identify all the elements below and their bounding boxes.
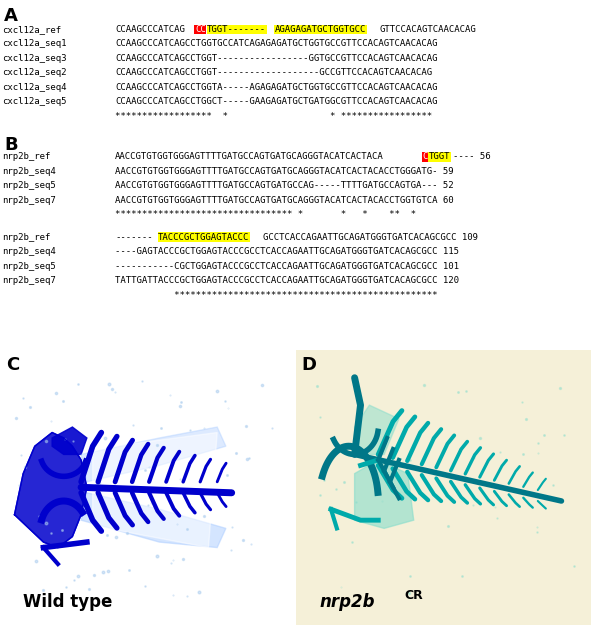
Text: nrp2b_seq4: nrp2b_seq4 [2, 167, 56, 176]
Polygon shape [355, 460, 414, 529]
Text: CCAAGCCCATCAGCCTGGT-------------------GCCGTTCCACAGTCAACACAG: CCAAGCCCATCAGCCTGGT-------------------GC… [115, 68, 432, 78]
Polygon shape [14, 433, 87, 548]
Text: TACCCGCTGGAGTACCC: TACCCGCTGGAGTACCC [158, 233, 249, 242]
Text: C: C [423, 152, 428, 161]
Text: ---- 56: ---- 56 [453, 152, 491, 161]
Text: TATTGATTACCCGCTGGAGTACCCGCCTCACCAGAATTGCAGATGGGTGATCACAGCGCC 120: TATTGATTACCCGCTGGAGTACCCGCCTCACCAGAATTGC… [115, 276, 459, 285]
Text: nrp2b_seq4: nrp2b_seq4 [2, 247, 56, 256]
Text: nrp2b_seq5: nrp2b_seq5 [2, 182, 56, 190]
Text: B: B [4, 136, 18, 154]
Text: Wild type: Wild type [23, 592, 112, 610]
Polygon shape [81, 427, 226, 482]
Text: TGGT: TGGT [428, 152, 450, 161]
Text: cxcl12a_seq4: cxcl12a_seq4 [2, 83, 67, 92]
Text: cxcl12a_seq2: cxcl12a_seq2 [2, 68, 67, 78]
Text: nrp2b: nrp2b [319, 592, 375, 610]
Text: ********************************* *       *   *    **  *: ********************************* * * * … [115, 210, 416, 219]
Text: C: C [6, 356, 19, 374]
Text: *************************************************: ****************************************… [115, 290, 437, 300]
Polygon shape [93, 433, 217, 548]
Text: ----GAGTACCCGCTGGAGTACCCGCCTCACCAGAATTGCAGATGGGTGATCACAGCGCC 115: ----GAGTACCCGCTGGAGTACCCGCCTCACCAGAATTGC… [115, 247, 459, 256]
Text: GCCTCACCAGAATTGCAGATGGGTGATCACAGCGCC 109: GCCTCACCAGAATTGCAGATGGGTGATCACAGCGCC 109 [262, 233, 478, 242]
Text: A: A [4, 7, 18, 25]
Text: TGGT-------: TGGT------- [207, 25, 267, 34]
Text: AACCGTGTGGTGGGAGTTTTGATGCCAGTGATGCAGGGTACATCACTACACCTGGGATG- 59: AACCGTGTGGTGGGAGTTTTGATGCCAGTGATGCAGGGTA… [115, 167, 454, 176]
Text: CR: CR [405, 589, 424, 603]
Text: nrp2b_seq7: nrp2b_seq7 [2, 196, 56, 205]
Text: D: D [301, 356, 316, 374]
Text: nrp2b_ref: nrp2b_ref [2, 233, 50, 242]
Text: nrp2b_seq7: nrp2b_seq7 [2, 276, 56, 285]
Text: cxcl12a_seq3: cxcl12a_seq3 [2, 54, 67, 63]
Text: CCAAGCCCATCAGCCTGGT-----------------GGTGCCGTTCCACAGTCAACACAG: CCAAGCCCATCAGCCTGGT-----------------GGTG… [115, 54, 437, 63]
Text: cxcl12a_ref: cxcl12a_ref [2, 25, 61, 34]
Text: CCAAGCCCATCAGCCTGGTGCCATCAGAGAGATGCTGGTGCCGTTCCACAGTCAACACAG: CCAAGCCCATCAGCCTGGTGCCATCAGAGAGATGCTGGTG… [115, 39, 437, 48]
Text: GTTCCACAGTCAACACAG: GTTCCACAGTCAACACAG [379, 25, 476, 34]
Text: AACCGTGTGGTGGGAGTTTTGATGCCAGTGATGCAGGGTACATCACTACACCTGGTGTCA 60: AACCGTGTGGTGGGAGTTTTGATGCCAGTGATGCAGGGTA… [115, 196, 454, 205]
Text: AGAGAGATGCTGGTGCC: AGAGAGATGCTGGTGCC [275, 25, 366, 34]
Polygon shape [52, 427, 87, 454]
Text: AACCGTGTGGTGGGAGTTTTGATGCCAGTGATGCCAG-----TTTTGATGCCAGTGA--- 52: AACCGTGTGGTGGGAGTTTTGATGCCAGTGATGCCAG---… [115, 182, 454, 190]
Text: CC: CC [195, 25, 206, 34]
Text: CCAAGCCCATCAGCCTGGCT-----GAAGAGATGCTGATGGCGTTCCACAGTCAACACAG: CCAAGCCCATCAGCCTGGCT-----GAAGAGATGCTGATG… [115, 97, 437, 106]
Text: nrp2b_ref: nrp2b_ref [2, 152, 50, 161]
Polygon shape [81, 493, 226, 548]
Text: cxcl12a_seq1: cxcl12a_seq1 [2, 39, 67, 48]
Text: nrp2b_seq5: nrp2b_seq5 [2, 262, 56, 271]
Text: CCAAGCCCATCAGCCTGGTA-----AGAGAGATGCTGGTGCCGTTCCACAGTCAACACAG: CCAAGCCCATCAGCCTGGTA-----AGAGAGATGCTGGTG… [115, 83, 437, 92]
Polygon shape [355, 405, 399, 454]
Text: AACCGTGTGGTGGGAGTTTTGATGCCAGTGATGCAGGGTACATCACTACA: AACCGTGTGGTGGGAGTTTTGATGCCAGTGATGCAGGGTA… [115, 152, 384, 161]
Text: cxcl12a_seq5: cxcl12a_seq5 [2, 97, 67, 106]
Text: CCAAGCCCATCAG: CCAAGCCCATCAG [115, 25, 185, 34]
Text: -----------CGCTGGAGTACCCGCCTCACCAGAATTGCAGATGGGTGATCACAGCGCC 101: -----------CGCTGGAGTACCCGCCTCACCAGAATTGC… [115, 262, 459, 271]
Text: ******************  *                   * *****************: ****************** * * ***************** [115, 112, 432, 121]
Text: -------: ------- [115, 233, 152, 242]
